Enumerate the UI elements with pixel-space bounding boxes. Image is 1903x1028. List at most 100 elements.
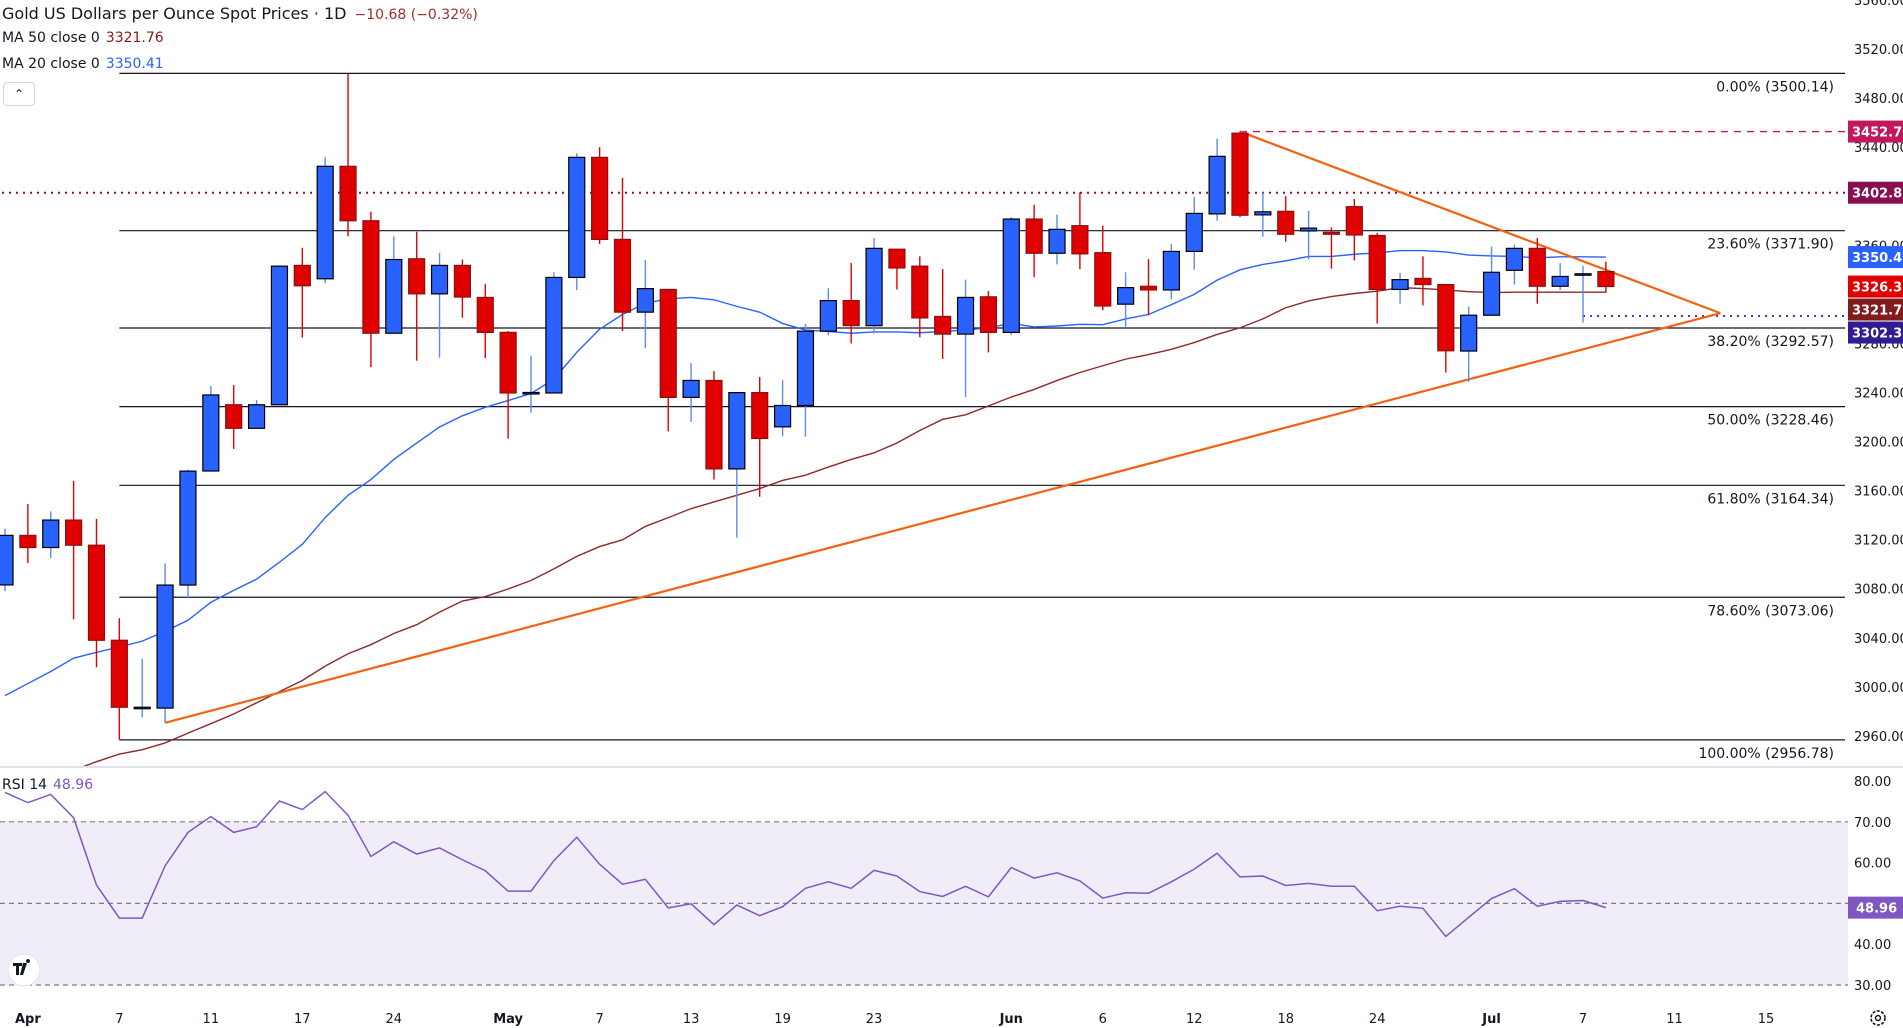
rsi-badge-bg bbox=[1848, 896, 1903, 919]
candle[interactable] bbox=[385, 236, 403, 334]
candle[interactable] bbox=[1208, 138, 1226, 221]
candle[interactable] bbox=[1482, 246, 1501, 316]
candle-body bbox=[522, 391, 540, 395]
candle[interactable] bbox=[751, 377, 769, 497]
candle[interactable] bbox=[156, 563, 174, 723]
price-badge: 3302.32 bbox=[1848, 321, 1903, 344]
candle[interactable] bbox=[705, 371, 723, 480]
candle[interactable] bbox=[87, 518, 106, 668]
candle[interactable] bbox=[293, 247, 311, 338]
candle[interactable] bbox=[934, 269, 952, 359]
gear-icon[interactable] bbox=[1870, 1010, 1886, 1026]
ma50-legend[interactable]: MA 50 close 0 3321.76 bbox=[2, 30, 164, 46]
candle[interactable] bbox=[65, 480, 83, 620]
candle[interactable] bbox=[796, 323, 815, 437]
candle[interactable] bbox=[202, 385, 220, 472]
candle[interactable] bbox=[682, 363, 700, 422]
candle[interactable] bbox=[865, 237, 883, 334]
candle[interactable] bbox=[0, 528, 14, 592]
candle[interactable] bbox=[1277, 196, 1295, 242]
rsi-legend[interactable]: RSI 14 48.96 bbox=[2, 777, 93, 793]
trendline[interactable] bbox=[164, 312, 1721, 724]
candle[interactable] bbox=[19, 504, 37, 563]
time-axis[interactable]: Apr 7 11 17 24 May 7 13 19 23 Jun 6 12 18 24 Jul 7 11 15 bbox=[15, 1012, 1774, 1027]
candle[interactable] bbox=[1437, 283, 1455, 373]
candle[interactable] bbox=[1597, 261, 1615, 293]
tradingview-logo-icon[interactable] bbox=[7, 953, 41, 987]
candle[interactable] bbox=[1574, 265, 1592, 323]
candle[interactable] bbox=[225, 385, 243, 449]
candle[interactable] bbox=[728, 391, 746, 538]
price-badge: 3350.41 bbox=[1848, 246, 1903, 269]
candle[interactable] bbox=[1162, 244, 1180, 300]
candle[interactable] bbox=[133, 658, 151, 718]
candle[interactable] bbox=[1551, 263, 1569, 290]
candle[interactable] bbox=[911, 256, 929, 338]
candle[interactable] bbox=[1139, 259, 1158, 316]
candle-body bbox=[247, 404, 266, 429]
candle-body bbox=[979, 296, 998, 333]
candle[interactable] bbox=[956, 279, 975, 398]
price-pane[interactable]: 0.00% (3500.14) 23.60% (3371.90) 38.20% (3… bbox=[0, 72, 1848, 790]
rsi-axis-label: 70.00 bbox=[1854, 816, 1891, 831]
rsi-pane[interactable] bbox=[0, 790, 1848, 986]
candle[interactable] bbox=[819, 288, 837, 336]
time-axis-label: Jun bbox=[999, 1012, 1023, 1027]
candle[interactable] bbox=[339, 73, 357, 237]
price-badge-bg bbox=[1848, 275, 1903, 298]
candle[interactable] bbox=[270, 265, 289, 406]
trendline[interactable] bbox=[1239, 130, 1721, 315]
candle[interactable] bbox=[1460, 306, 1478, 383]
candle[interactable] bbox=[1071, 192, 1089, 270]
candle[interactable] bbox=[1322, 227, 1341, 269]
candle[interactable] bbox=[1368, 233, 1386, 324]
candle[interactable] bbox=[1231, 131, 1249, 218]
candle[interactable] bbox=[773, 380, 792, 437]
candle[interactable] bbox=[247, 400, 266, 429]
candle-body bbox=[225, 404, 243, 429]
candle[interactable] bbox=[1254, 192, 1272, 237]
candle[interactable] bbox=[1528, 237, 1546, 304]
candle-body bbox=[842, 300, 860, 327]
candle[interactable] bbox=[42, 511, 60, 559]
candle[interactable] bbox=[1505, 244, 1524, 285]
candle[interactable] bbox=[408, 231, 426, 361]
price-badge: 3402.87 bbox=[1848, 181, 1903, 204]
candle[interactable] bbox=[362, 211, 380, 368]
candle[interactable] bbox=[1094, 225, 1112, 311]
candle[interactable] bbox=[1117, 272, 1135, 327]
candle[interactable] bbox=[1185, 196, 1203, 270]
candle[interactable] bbox=[430, 252, 449, 358]
candle-body bbox=[1299, 227, 1318, 232]
candle[interactable] bbox=[316, 157, 334, 284]
candle[interactable] bbox=[179, 469, 197, 598]
candle[interactable] bbox=[636, 260, 654, 349]
candle[interactable] bbox=[1299, 210, 1318, 260]
time-axis-label: 7 bbox=[595, 1012, 603, 1027]
candle[interactable] bbox=[522, 355, 540, 413]
candle[interactable] bbox=[110, 618, 128, 740]
candle[interactable] bbox=[591, 147, 609, 245]
candle[interactable] bbox=[1345, 199, 1363, 261]
candle[interactable] bbox=[1002, 217, 1020, 335]
price-axis[interactable]: 3560.003520.003480.003440.003360.003280.… bbox=[1848, 0, 1903, 745]
collapse-legend-button[interactable]: ⌃ bbox=[3, 82, 35, 106]
rsi-axis[interactable]: 80.00 70.00 60.00 40.00 30.00 48.96 bbox=[1848, 775, 1903, 994]
candle[interactable] bbox=[1025, 204, 1043, 278]
candle[interactable] bbox=[453, 259, 471, 318]
candle[interactable] bbox=[476, 284, 494, 359]
candle[interactable] bbox=[888, 248, 906, 290]
candle-body bbox=[819, 300, 837, 332]
candle[interactable] bbox=[1048, 214, 1066, 265]
candle[interactable] bbox=[613, 177, 632, 332]
candle[interactable] bbox=[1414, 256, 1432, 306]
candle[interactable] bbox=[545, 272, 563, 394]
candle[interactable] bbox=[659, 288, 677, 432]
ma20-legend[interactable]: MA 20 close 0 3350.41 bbox=[2, 56, 164, 72]
candle[interactable] bbox=[568, 153, 586, 290]
candle[interactable] bbox=[1391, 272, 1409, 304]
candle[interactable] bbox=[842, 263, 860, 344]
candle[interactable] bbox=[499, 331, 517, 439]
candle[interactable] bbox=[979, 291, 998, 353]
